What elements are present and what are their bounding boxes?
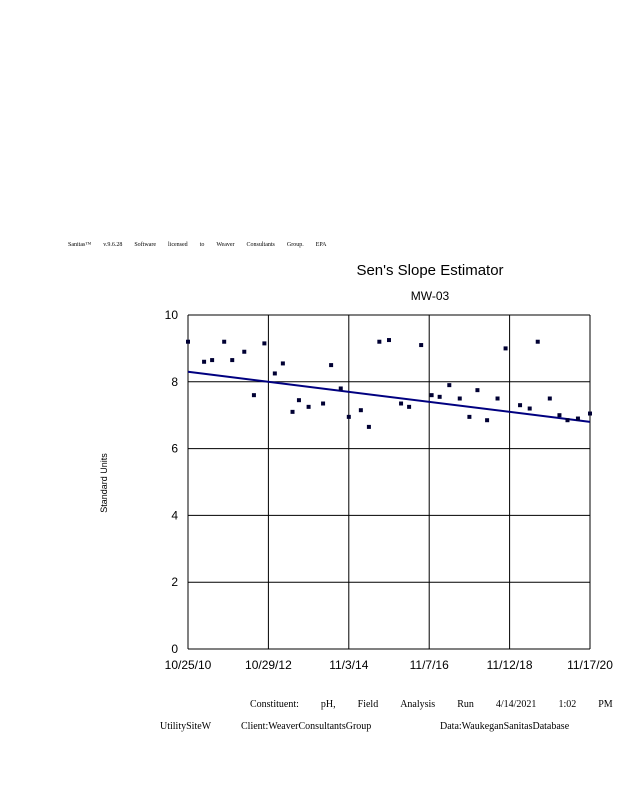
data-point [527,406,532,411]
data-point [329,363,334,368]
license-word: Weaver [216,242,235,248]
data-point [346,414,351,419]
footer-word: Field [357,699,379,710]
data-points [186,338,592,429]
data-point [202,359,207,364]
grid-lines [187,314,591,650]
data-point [467,414,472,419]
data-point [495,396,500,401]
license-word: Group. [286,242,304,248]
data-point [547,396,552,401]
footer-word: Constituent: [250,699,299,710]
license-word: v.9.6.28 [103,242,123,248]
data-point [399,401,404,406]
x-tick-labels: 10/25/10 10/29/12 11/3/14 11/7/16 11/12/18 11… [165,658,614,672]
footer-constituent-line: Constituent: pH, Field Analysis Run 4/14/2021… [250,699,618,710]
data-point [575,416,580,421]
y-tick-label: 8 [171,375,178,389]
data-point [222,339,227,344]
data-point [296,398,301,403]
y-tick-label: 4 [171,508,178,522]
data-point [407,404,412,409]
data-point [429,393,434,398]
data-point [280,361,285,366]
data-point [457,396,462,401]
x-tick-label: 11/3/14 [329,658,368,672]
footer-site: UtilitySiteW [160,721,212,732]
data-point [437,394,442,399]
data-point [242,349,247,354]
data-point [272,371,277,376]
footer-word: 1:02 [558,699,577,710]
data-point [588,411,592,416]
data-point [377,339,382,344]
data-point [290,409,295,414]
data-point [518,403,523,408]
data-point [210,358,215,363]
license-banner: Sanitas™ v.9.6.28 Software licensed to Weaver… [68,242,339,248]
data-point [447,383,452,388]
trend-line-group [187,370,591,423]
x-tick-label: 11/12/18 [487,658,533,672]
chart-title: Sen's Slope Estimator [356,262,504,279]
data-point [535,339,540,344]
data-point [306,404,311,409]
footer-data-source: Data:WaukeganSanitasDatabase [440,721,570,732]
license-word: EPA [315,242,327,248]
trend-line [187,370,591,423]
y-tick-label: 0 [171,642,178,656]
chart-area: 0 2 4 6 8 10 10/25/10 10/29/12 11/3/14 11/7/16 11… [165,308,614,672]
data-point [338,386,343,391]
license-word: to [199,242,205,248]
x-tick-label: 10/29/12 [245,658,292,672]
footer-word: Analysis [400,699,436,710]
y-tick-label: 10 [165,308,179,322]
y-tick-labels: 0 2 4 6 8 10 [165,308,179,656]
license-word: Sanitas™ [68,242,92,248]
license-word: licensed [168,242,188,248]
data-point [230,358,235,363]
data-point [565,418,570,423]
data-point [321,401,326,406]
footer-word: 4/14/2021 [495,699,537,710]
x-tick-label: 11/17/20 [567,658,613,672]
x-tick-label: 10/25/10 [165,658,212,672]
y-tick-label: 2 [171,575,178,589]
footer-client: Client:WeaverConsultantsGroup [241,721,372,732]
data-point [419,343,424,348]
footer-word: PM [598,699,613,710]
chart-subtitle: MW-03 [410,289,450,303]
license-word: Software [134,242,157,248]
license-word: Consultants [246,242,275,248]
data-point [503,346,508,351]
data-point [186,339,190,344]
y-tick-label: 6 [171,442,178,456]
footer-word: Run [457,699,474,710]
data-point [485,418,490,423]
x-tick-label: 11/7/16 [410,658,449,672]
data-point [475,388,480,393]
footer-word: pH, [320,699,336,710]
data-point [557,413,562,418]
data-point [251,393,256,398]
data-point [262,341,267,346]
data-point [387,338,391,343]
data-point [358,408,363,413]
data-point [366,424,371,429]
